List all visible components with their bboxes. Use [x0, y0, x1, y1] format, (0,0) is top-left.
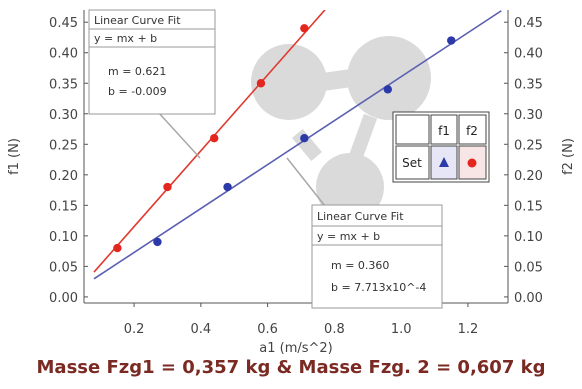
fit-box-f2-equation: y = mx + b: [317, 230, 380, 243]
y-ticks-left: 0.00 0.05 0.10 0.15 0.20 0.25 0.30 0.35 0.40 0.45: [49, 16, 88, 306]
chart-caption: Masse Fzg1 = 0,357 kg & Masse Fzg. 2 = 0…: [36, 357, 546, 378]
y-ticks-right: 0.00 0.05 0.10 0.15 0.20 0.25 0.30 0.35 0.40 0.45: [504, 16, 543, 306]
fit-box-f1-b: b = -0.009: [108, 85, 167, 98]
data-point-f1: [256, 79, 266, 88]
data-point-f1: [210, 133, 219, 143]
legend-cell-empty: [395, 114, 430, 145]
y-tick-label-right: 0.20: [514, 169, 543, 184]
y-tick-label-left: 0.35: [49, 77, 78, 92]
legend-cell-f1-header: [430, 114, 458, 145]
y-tick-label-left: 0.15: [49, 199, 78, 214]
y-tick-label-right: 0.10: [514, 230, 543, 245]
y-tick-label-left: 0.30: [49, 108, 78, 123]
y-tick-label-left: 0.00: [49, 291, 78, 306]
fit-box-1-connector: [157, 111, 201, 159]
x-tick-label: 0.8: [324, 322, 345, 337]
y-axis-right-label: f2 (N): [561, 138, 576, 175]
y-tick-label-left: 0.45: [49, 16, 78, 31]
x-axis-label: a1 (m/s^2): [259, 341, 333, 356]
data-markers: [113, 24, 456, 253]
y-tick-label-right: 0.25: [514, 138, 543, 153]
x-tick-label: 1.2: [458, 322, 479, 337]
y-tick-label-right: 0.15: [514, 199, 543, 214]
triangle-marker-icon: [439, 157, 449, 167]
data-point-f2: [300, 133, 309, 143]
fit-box-f1[interactable]: Linear Curve Fit y = mx + b m = 0.621 b …: [88, 9, 216, 115]
legend-f2-label: f2: [466, 124, 478, 138]
y-tick-label-right: 0.30: [514, 108, 543, 123]
fit-box-f2-title: Linear Curve Fit: [317, 210, 404, 223]
overlay-bar-1: [280, 64, 387, 97]
fit-box-connectors: [157, 111, 326, 207]
y-tick-label-left: 0.05: [49, 260, 78, 275]
y-tick-label-left: 0.40: [49, 47, 78, 62]
y-tick-label-right: 0.05: [514, 260, 543, 275]
y-axis-left-label: f1 (N): [7, 138, 22, 175]
y-tick-label-right: 0.45: [514, 16, 543, 31]
overlay-circle-3: [316, 153, 384, 221]
circle-marker-icon: [467, 158, 477, 168]
fit-box-f2-m: m = 0.360: [331, 259, 389, 272]
fit-box-f1-title: Linear Curve Fit: [94, 14, 181, 27]
legend-f1-label: f1: [438, 124, 450, 138]
data-point-f2: [447, 36, 456, 45]
fit-box-2-connector: [286, 157, 326, 207]
fit-box-f2[interactable]: Linear Curve Fit y = mx + b m = 0.360 b …: [311, 204, 443, 309]
x-tick-label: 0.6: [257, 322, 278, 337]
background-overlay-shapes: [251, 36, 431, 221]
fit-box-f1-frame: [88, 9, 216, 115]
legend-cell-set: [395, 145, 430, 180]
y-tick-label-left: 0.25: [49, 138, 78, 153]
legend-cell-f2-header: [458, 114, 487, 145]
y-tick-label-right: 0.40: [514, 47, 543, 62]
fit-box-f1-m: m = 0.621: [108, 65, 166, 78]
data-point-f1: [113, 243, 122, 253]
y-tick-label-right: 0.35: [514, 77, 543, 92]
fit-box-f2-frame: [311, 204, 443, 309]
fit-box-f2-b: b = 7.713x10^-4: [331, 281, 426, 294]
data-point-f2: [153, 237, 162, 247]
y-tick-label-right: 0.00: [514, 291, 543, 306]
overlay-bar-2: [291, 129, 323, 161]
fit-line-f2: [93, 10, 502, 280]
data-point-f1: [300, 24, 309, 33]
legend-table[interactable]: f1 f2 Set: [392, 111, 490, 183]
legend-set-label: Set: [402, 156, 422, 170]
y-tick-label-left: 0.10: [49, 230, 78, 245]
y-tick-label-left: 0.20: [49, 169, 78, 184]
fit-box-f1-equation: y = mx + b: [94, 32, 157, 45]
x-tick-label: 1.0: [391, 322, 412, 337]
x-tick-label: 0.2: [124, 322, 145, 337]
data-point-f2: [383, 85, 393, 94]
x-ticks: 0.2 0.4 0.6 0.8 1.0 1.2: [124, 303, 479, 337]
overlay-bar-3: [348, 113, 378, 162]
x-tick-label: 0.4: [191, 322, 212, 337]
data-point-f1: [163, 182, 172, 192]
data-point-f2: [223, 182, 232, 192]
